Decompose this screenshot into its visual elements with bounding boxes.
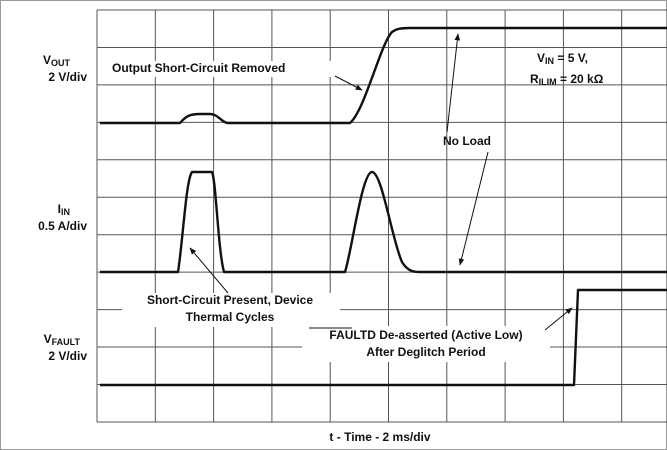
vout-trace: [100, 26, 667, 125]
x-axis-label: t - Time - 2 ms/div: [329, 430, 430, 444]
label-bg: [302, 326, 550, 362]
arrow: [446, 33, 461, 133]
rilim-condition: RILIM = 20 kΩ: [530, 72, 604, 87]
arrow: [544, 307, 573, 331]
iin-trace: [100, 170, 667, 274]
vout-scale: 2 V/div: [48, 70, 87, 84]
vfault-trace: [100, 288, 667, 387]
annotation-present-1: Short-Circuit Present, Device: [147, 293, 313, 307]
arrow: [189, 247, 229, 294]
vfault-scale: 2 V/div: [48, 349, 87, 363]
label-bg: [108, 61, 334, 77]
vout-label: VOUT: [43, 53, 71, 68]
arrow: [458, 151, 489, 266]
annotation-no-load: No Load: [443, 134, 491, 148]
vfault-label: VFAULT: [44, 332, 81, 347]
iin-scale: 0.5 A/div: [38, 219, 87, 233]
annotation-removed: Output Short-Circuit Removed: [112, 61, 285, 75]
iin-label: IIN: [58, 202, 70, 217]
arrow: [334, 75, 363, 91]
annotation-present-2: Thermal Cycles: [186, 310, 275, 324]
annotation-faultd-2: After Deglitch Period: [366, 345, 485, 359]
annotation-faultd-1: FAULTD De-asserted (Active Low): [329, 328, 522, 342]
label-bg: [122, 293, 340, 327]
vin-condition: VIN = 5 V,: [537, 51, 588, 66]
